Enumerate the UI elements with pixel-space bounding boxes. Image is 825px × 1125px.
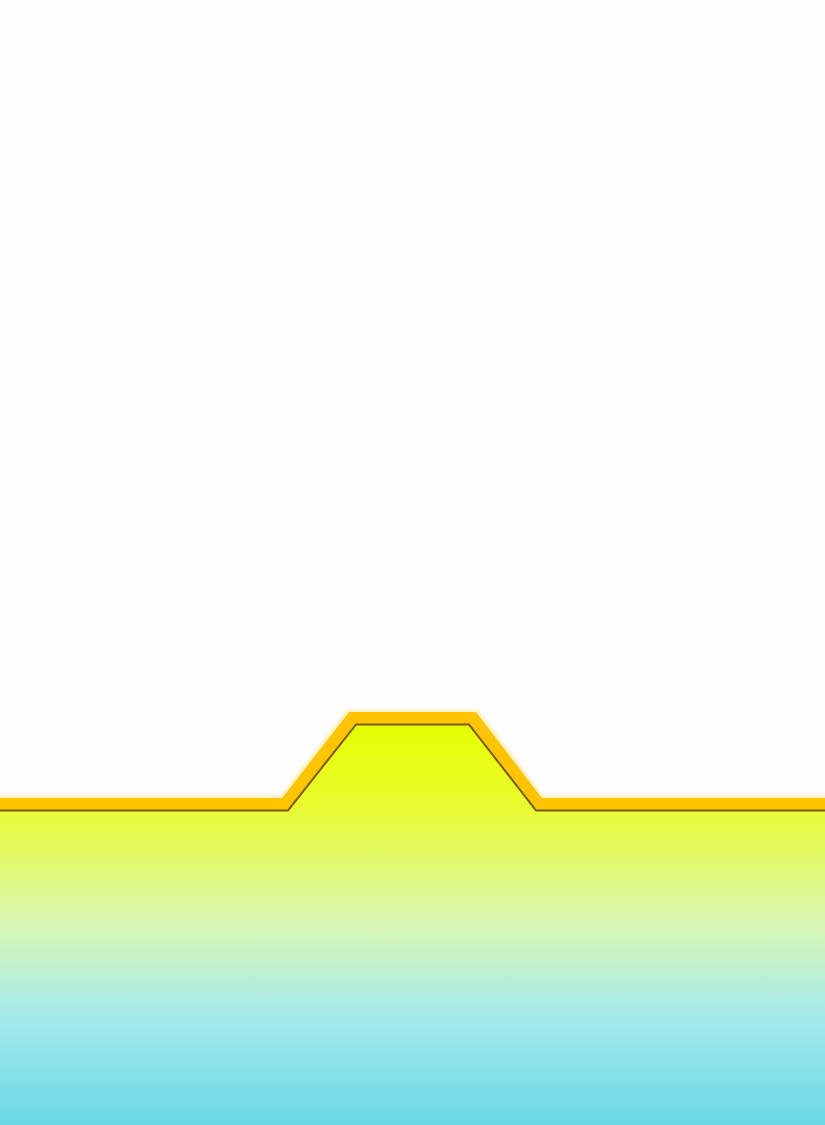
tab-border	[0, 712, 825, 810]
panel-fill	[0, 724, 825, 1125]
tab-border-shadow	[0, 723, 825, 812]
